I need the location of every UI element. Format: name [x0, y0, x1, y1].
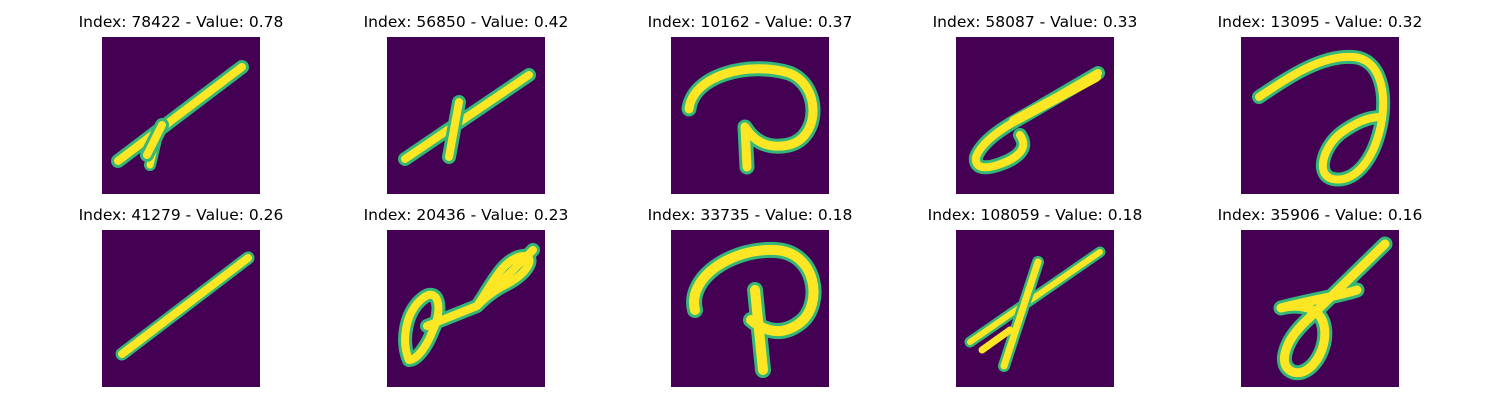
digit-image-p-loop — [671, 37, 829, 194]
digit-image-slash-cross — [387, 37, 545, 194]
digit-image-loop-slash — [956, 37, 1114, 194]
digit-image-slash-cross — [102, 37, 260, 194]
digit-image-p-loop — [671, 230, 829, 387]
panel-4: Index: 58087 - Value: 0.33 — [915, 12, 1155, 194]
panel-title: Index: 78422 - Value: 0.78 — [78, 13, 284, 31]
panel-title: Index: 58087 - Value: 0.33 — [932, 13, 1138, 31]
digit-image-d-loop — [1241, 37, 1399, 194]
panel-title: Index: 108059 - Value: 0.18 — [927, 206, 1143, 224]
panel-title: Index: 13095 - Value: 0.32 — [1217, 13, 1423, 31]
digit-image-slash — [102, 230, 260, 387]
digit-image-d-loop — [1241, 230, 1399, 387]
panel-title: Index: 35906 - Value: 0.16 — [1217, 206, 1423, 224]
panel-7: Index: 20436 - Value: 0.23 — [346, 205, 586, 387]
panel-9: Index: 108059 - Value: 0.18 — [915, 205, 1155, 387]
panel-5: Index: 13095 - Value: 0.32 — [1200, 12, 1440, 194]
panel-title: Index: 33735 - Value: 0.18 — [647, 206, 853, 224]
panel-title: Index: 41279 - Value: 0.26 — [78, 206, 284, 224]
panel-2: Index: 56850 - Value: 0.42 — [346, 12, 586, 194]
panel-title: Index: 20436 - Value: 0.23 — [363, 206, 569, 224]
panel-10: Index: 35906 - Value: 0.16 — [1200, 205, 1440, 387]
panel-title: Index: 56850 - Value: 0.42 — [363, 13, 569, 31]
digit-image-double-loop — [387, 230, 545, 387]
panel-1: Index: 78422 - Value: 0.78 — [61, 12, 301, 194]
digit-image-slash-cross — [956, 230, 1114, 387]
panel-8: Index: 33735 - Value: 0.18 — [630, 205, 870, 387]
panel-6: Index: 41279 - Value: 0.26 — [61, 205, 301, 387]
panel-3: Index: 10162 - Value: 0.37 — [630, 12, 870, 194]
panel-title: Index: 10162 - Value: 0.37 — [647, 13, 853, 31]
